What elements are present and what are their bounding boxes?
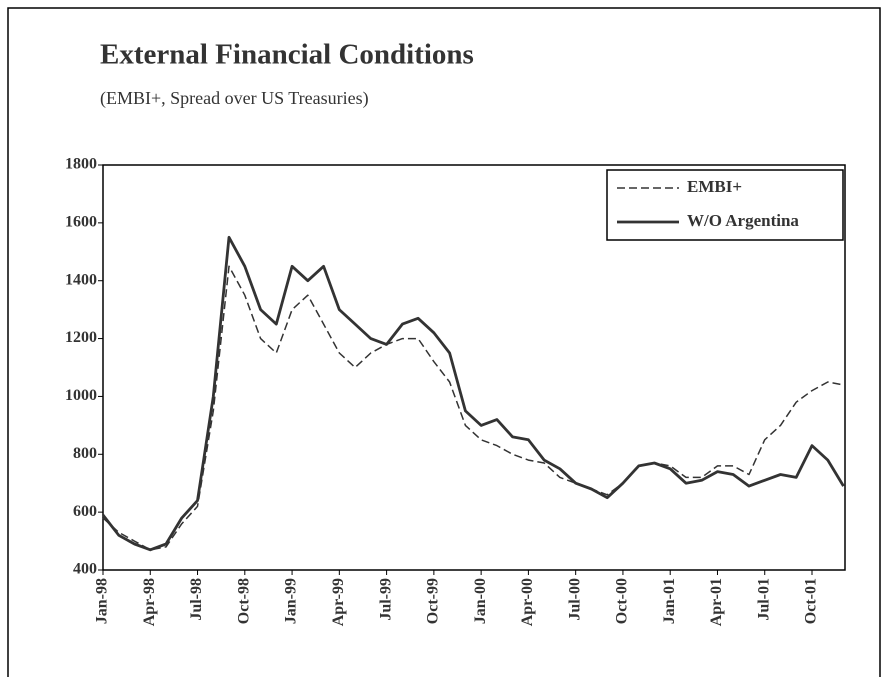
y-tick-label: 1200: [65, 329, 97, 346]
x-tick-label: Apr-00: [519, 578, 536, 626]
y-tick-label: 1400: [65, 271, 97, 288]
chart-title: External Financial Conditions: [100, 39, 474, 71]
x-tick-label: Jan-01: [661, 578, 678, 624]
y-tick-label: 800: [73, 445, 97, 462]
legend-label: EMBI+: [687, 177, 742, 196]
x-tick-label: Apr-98: [141, 578, 158, 626]
y-tick-label: 400: [73, 561, 97, 578]
y-tick-label: 1000: [65, 387, 97, 404]
frame: [7, 7, 881, 677]
y-tick-label: 1600: [65, 214, 97, 231]
x-tick-label: Jan-00: [472, 578, 489, 624]
x-tick-label: Jul-00: [566, 578, 583, 621]
x-tick-label: Jan-98: [94, 578, 111, 624]
x-tick-label: Jul-98: [188, 578, 205, 621]
chart-subtitle: (EMBI+, Spread over US Treasuries): [100, 88, 369, 109]
legend-box: [606, 169, 844, 241]
plot-area: [102, 164, 846, 571]
x-tick-label: Oct-98: [235, 578, 252, 624]
x-tick-label: Apr-99: [330, 578, 347, 626]
y-tick-label: 1800: [65, 156, 97, 173]
x-tick-label: Oct-01: [803, 578, 820, 624]
x-tick-label: Jul-99: [377, 578, 394, 621]
x-tick-label: Apr-01: [708, 578, 725, 626]
x-tick-label: Oct-99: [425, 578, 442, 624]
x-tick-label: Jul-01: [755, 578, 772, 621]
legend-label: W/O Argentina: [687, 211, 799, 230]
x-tick-label: Oct-00: [614, 578, 631, 624]
series-line: [101, 235, 845, 552]
x-tick-label: Jan-99: [283, 578, 300, 624]
series-line: [102, 265, 844, 551]
y-tick-label: 600: [73, 503, 97, 520]
